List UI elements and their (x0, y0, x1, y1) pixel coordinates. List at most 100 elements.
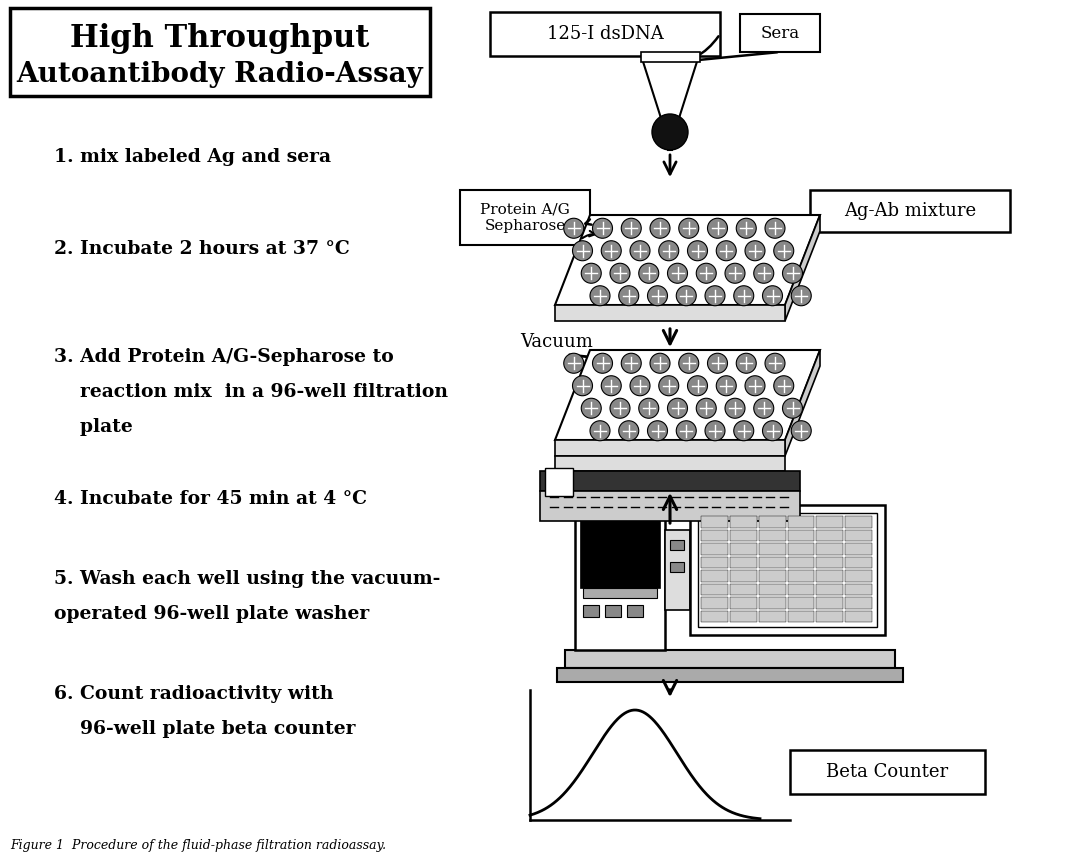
Bar (575, 490, 665, 650)
Bar (788, 583, 814, 595)
Circle shape (572, 241, 593, 261)
Circle shape (679, 353, 698, 373)
Bar (788, 516, 814, 528)
Bar (845, 597, 872, 608)
Bar (730, 597, 757, 608)
Circle shape (572, 376, 593, 396)
Circle shape (667, 398, 688, 418)
Bar (565, 650, 895, 668)
Text: Sera: Sera (760, 25, 800, 41)
Circle shape (667, 263, 688, 283)
Circle shape (647, 286, 667, 305)
Circle shape (733, 286, 754, 305)
Bar (817, 570, 843, 582)
Circle shape (716, 376, 737, 396)
Circle shape (618, 286, 639, 305)
Circle shape (659, 241, 679, 261)
Bar (698, 513, 877, 627)
Bar (730, 543, 757, 554)
Bar (701, 557, 728, 568)
Bar (845, 557, 872, 568)
Bar (730, 529, 757, 541)
Circle shape (630, 241, 650, 261)
Circle shape (774, 376, 794, 396)
Bar (555, 456, 785, 471)
Text: Vacuum: Vacuum (520, 333, 593, 351)
Circle shape (705, 286, 725, 305)
Circle shape (601, 241, 621, 261)
Text: 96-well plate beta counter: 96-well plate beta counter (54, 720, 355, 738)
Circle shape (708, 218, 727, 239)
Text: 1. mix labeled Ag and sera: 1. mix labeled Ag and sera (54, 148, 332, 166)
Text: Ag-Ab mixture: Ag-Ab mixture (844, 202, 976, 220)
Bar (583, 605, 599, 617)
Circle shape (708, 353, 727, 373)
Bar (845, 583, 872, 595)
Bar (690, 505, 885, 635)
Bar (701, 543, 728, 554)
Circle shape (696, 398, 716, 418)
Circle shape (650, 218, 671, 239)
Bar (701, 583, 728, 595)
Circle shape (705, 420, 725, 441)
Bar (759, 570, 786, 582)
Circle shape (593, 353, 613, 373)
Circle shape (696, 263, 716, 283)
Bar (759, 611, 786, 622)
Bar (10, 8, 430, 96)
Bar (580, 500, 660, 588)
Text: 5. Wash each well using the vacuum-: 5. Wash each well using the vacuum- (54, 570, 440, 588)
Bar (759, 557, 786, 568)
Bar (810, 190, 1010, 232)
Bar (701, 597, 728, 608)
Polygon shape (643, 60, 697, 150)
Bar (701, 570, 728, 582)
Circle shape (630, 376, 650, 396)
Circle shape (679, 218, 698, 239)
Bar (788, 529, 814, 541)
Bar (730, 583, 757, 595)
Circle shape (725, 398, 745, 418)
Polygon shape (555, 215, 820, 305)
Circle shape (791, 420, 811, 441)
Circle shape (762, 286, 782, 305)
Bar (605, 605, 621, 617)
Bar (845, 543, 872, 554)
Text: Beta Counter: Beta Counter (826, 763, 949, 781)
Circle shape (716, 241, 737, 261)
Circle shape (589, 420, 610, 441)
Bar (730, 570, 757, 582)
Circle shape (618, 420, 639, 441)
Circle shape (639, 398, 659, 418)
Circle shape (650, 353, 671, 373)
Bar (730, 611, 757, 622)
Bar (558, 668, 903, 682)
Bar (545, 468, 574, 496)
Bar (730, 516, 757, 528)
Circle shape (791, 286, 811, 305)
Circle shape (593, 218, 613, 239)
Circle shape (765, 353, 785, 373)
Bar (540, 471, 800, 491)
Bar (845, 570, 872, 582)
Bar (759, 583, 786, 595)
Bar (845, 516, 872, 528)
Polygon shape (555, 440, 785, 456)
Circle shape (621, 353, 642, 373)
Bar (788, 611, 814, 622)
Bar (845, 611, 872, 622)
Text: High Throughput: High Throughput (70, 22, 370, 53)
Circle shape (589, 286, 610, 305)
Bar (540, 491, 800, 521)
Circle shape (581, 398, 601, 418)
Bar (490, 12, 720, 56)
Text: Autoantibody Radio-Assay: Autoantibody Radio-Assay (17, 62, 423, 88)
Circle shape (774, 241, 794, 261)
Bar (583, 588, 657, 598)
Circle shape (754, 263, 774, 283)
Bar (790, 750, 985, 794)
Circle shape (676, 420, 696, 441)
Bar (817, 543, 843, 554)
Bar (817, 557, 843, 568)
Bar (817, 516, 843, 528)
